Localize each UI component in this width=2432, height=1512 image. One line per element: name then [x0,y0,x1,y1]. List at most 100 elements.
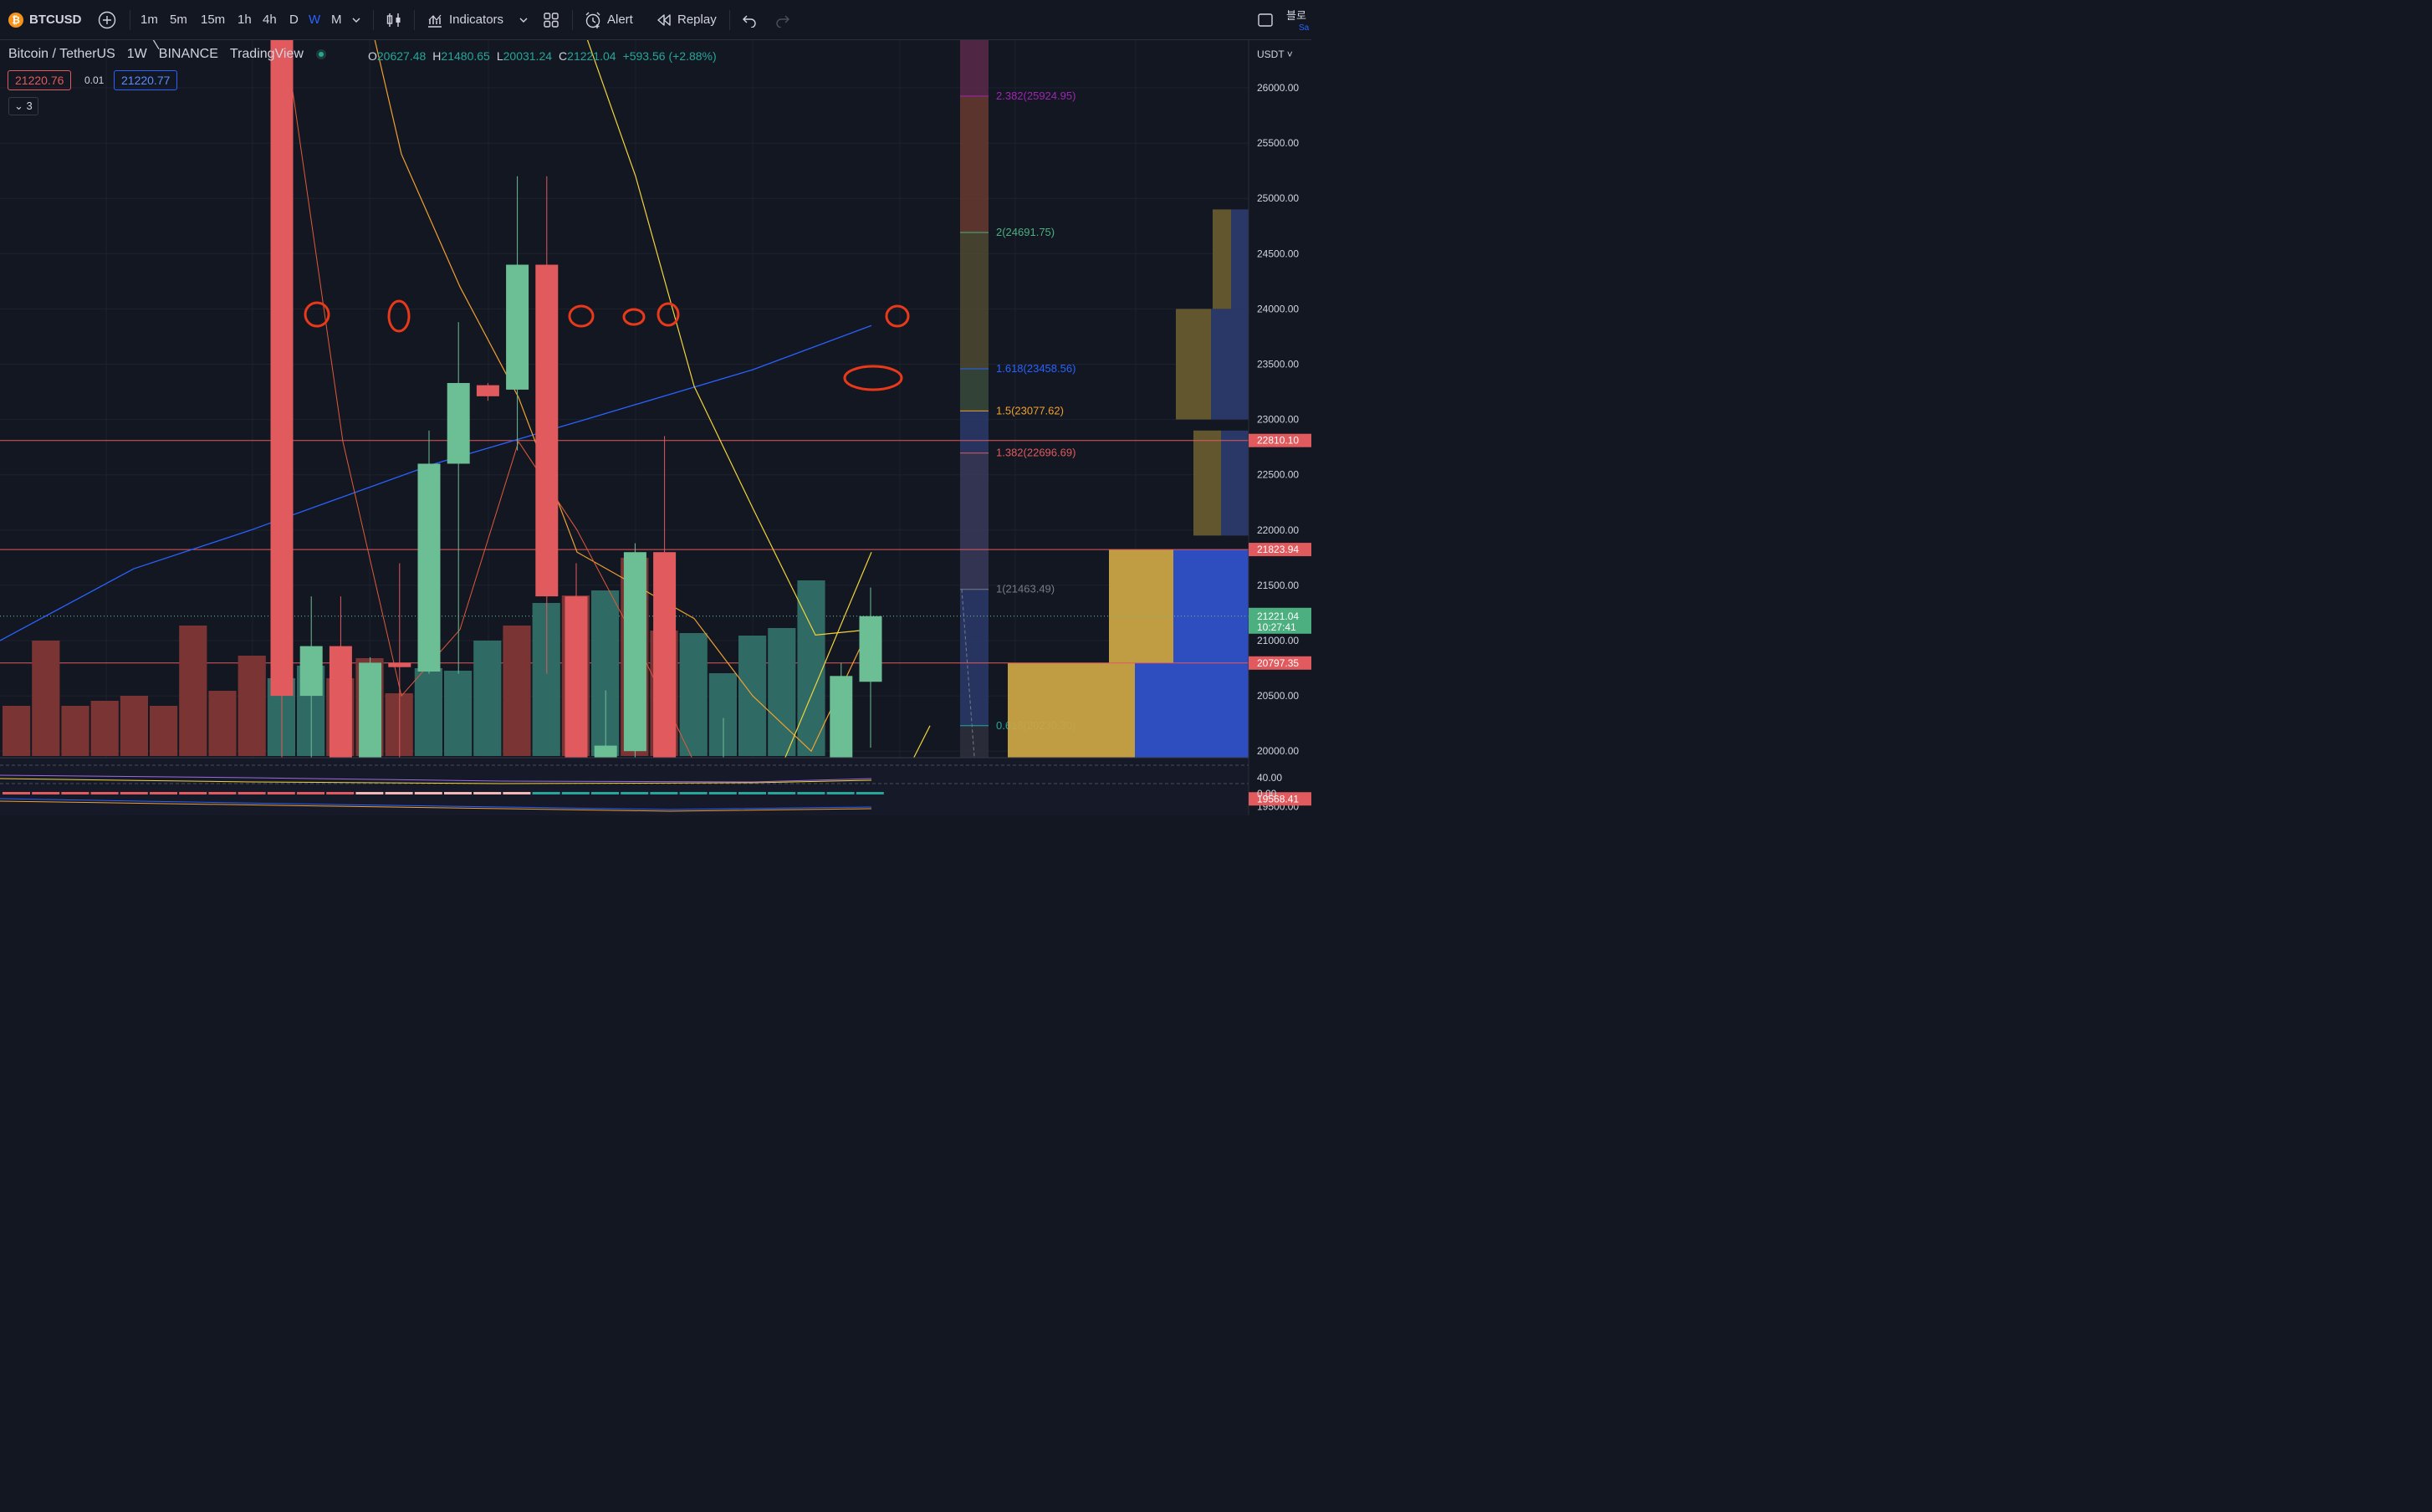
plus-circle-icon [98,11,116,28]
replay-label: Replay [677,13,717,27]
oscillator-tick-label: 40.00 [1257,772,1282,784]
fib-level-label: 1.618(23458.56) [996,362,1075,375]
macd-histogram-bar [326,792,355,794]
price-level-tag-label: 22810.10 [1257,435,1299,447]
macd-histogram-bar [561,792,590,794]
macd-histogram-bar [355,792,384,794]
fib-zone [960,589,989,726]
price-tick-label: 24000.00 [1257,303,1299,314]
annotation-circle[interactable] [622,308,646,326]
close-value: 21221.04 [567,49,616,63]
indicators-icon [428,14,442,28]
open-value: 20627.48 [376,49,427,63]
annotation-circle[interactable] [657,302,680,327]
candle-body [417,463,441,672]
candle-body [476,385,499,396]
volume-bar [385,693,413,756]
macd-histogram-bar [503,792,531,794]
price-level-tag-label: 19568.41 [1257,793,1299,805]
annotation-circle[interactable] [304,301,330,328]
candle-body [859,616,882,682]
toolbar-divider [572,10,573,30]
oscillator-line [0,778,872,784]
indicators-label: Indicators [449,13,504,27]
annotation-circle[interactable] [387,299,411,333]
macd-histogram-bar [385,792,413,794]
macd-histogram-bar [444,792,472,794]
macd-histogram-bar [797,792,825,794]
annotation-circle[interactable] [568,304,595,328]
annotation-circle[interactable] [843,365,903,391]
alarm-clock-icon [585,12,600,28]
symbol-search[interactable]: ₿ BTCUSD [8,0,82,39]
market-status-icon [315,49,326,59]
fullscreen-button[interactable] [1257,0,1274,39]
volume-bar [679,633,708,756]
spread-value: 0.01 [84,74,105,86]
interval-15m-button[interactable]: 15m [201,13,226,27]
oscillator-tick-label: 0.00 [1257,788,1277,799]
volume-profile-bar [1211,309,1249,420]
macd-histogram-bar [621,792,649,794]
sell-price-button[interactable]: 21220.76 [8,70,72,90]
candle-body [535,264,559,597]
candles-icon [386,13,401,27]
volume-profile-bar [1213,209,1231,309]
alert-button[interactable]: Alert [584,0,633,39]
interval-dropdown[interactable] [351,0,361,39]
undo-icon [743,15,756,28]
undo-button[interactable] [742,0,757,39]
interval-m-button[interactable]: M [331,13,342,27]
price-tick-label: 20000.00 [1257,745,1299,757]
macd-histogram-bar [267,792,295,794]
price-axis[interactable] [1249,40,1311,815]
layout-button[interactable] [543,0,559,39]
volume-bar [768,628,796,756]
alert-label: Alert [607,13,633,27]
bar-countdown-label: 10:27:41 [1257,621,1296,633]
candle-body [623,552,646,752]
symbol-title[interactable]: Bitcoin / TetherUS [8,47,115,61]
volume-bar [208,691,237,756]
indicators-dropdown[interactable] [519,0,529,39]
resistance-trend-line[interactable] [782,552,872,764]
volume-bar [708,673,737,756]
oscillator-pane [0,758,1249,815]
compare-symbol-button[interactable] [98,0,116,39]
interval-4h-button[interactable]: 4h [263,13,277,27]
ma-100-line [586,40,871,636]
indicators-collapse-button[interactable]: ⌄ 3 [8,97,38,115]
redo-button[interactable] [775,0,790,39]
interval-w-button[interactable]: W [309,13,321,27]
candle-body [299,646,323,697]
chevron-down-icon: ⌄ [14,100,23,112]
chart-area[interactable]: 2.618(26686.82)2.382(25924.95)2(24691.75… [0,40,1311,815]
interval-5m-button[interactable]: 5m [170,13,187,27]
corner-text: 블로 [1286,9,1306,22]
price-tick-label: 20500.00 [1257,690,1299,702]
volume-profile-bar [1176,309,1211,420]
hidden-indicator-count: 3 [26,100,33,112]
drawn-line[interactable] [142,40,160,50]
price-tick-label: 21500.00 [1257,580,1299,591]
indicators-button[interactable]: Indicators [427,0,503,39]
fib-zone [960,452,989,590]
price-chart[interactable]: 2.618(26686.82)2.382(25924.95)2(24691.75… [0,40,1311,815]
chart-type-button[interactable] [386,0,402,39]
price-level-tag-label: 20797.35 [1257,657,1299,669]
annotation-circle[interactable] [885,304,910,328]
buy-price-button[interactable]: 21220.77 [114,70,178,90]
interval-1m-button[interactable]: 1m [141,13,158,27]
chart-legend: Bitcoin / TetherUS 1W BINANCE TradingVie… [8,47,327,62]
volume-bar [591,590,620,756]
price-tick-label: 21000.00 [1257,635,1299,646]
volume-bar [532,603,560,756]
volume-bar [90,701,119,756]
volume-bar [3,706,31,756]
volume-profile-bar [1193,430,1221,536]
interval-1h-button[interactable]: 1h [238,13,252,27]
svg-text:₿: ₿ [12,14,20,26]
interval-d-button[interactable]: D [289,13,299,27]
oscillator-line [0,798,872,810]
replay-button[interactable]: Replay [656,0,717,39]
